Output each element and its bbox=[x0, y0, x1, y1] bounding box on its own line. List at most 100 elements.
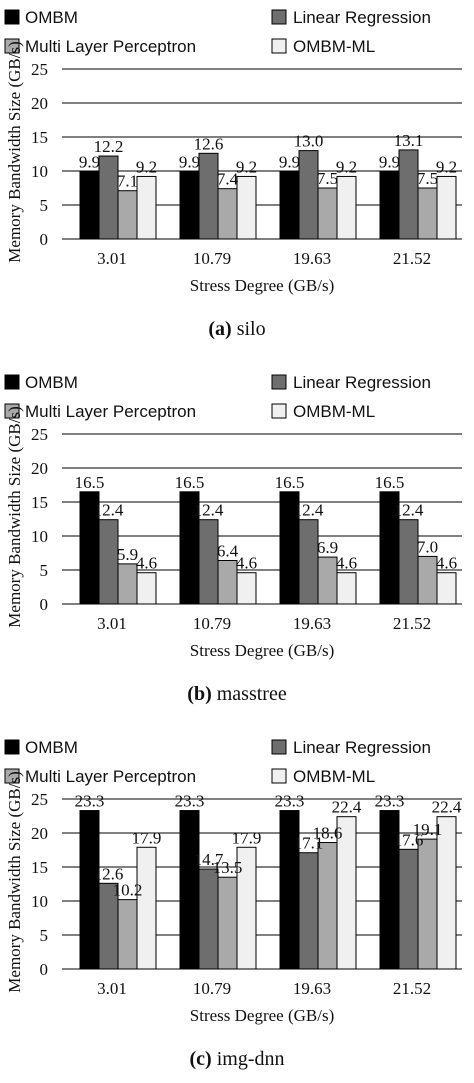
y-axis-title: Memory Bandwidth Size (GB/s) bbox=[5, 41, 24, 262]
bar-ombm-ml bbox=[136, 572, 157, 605]
bar-multi-layer-perceptron bbox=[117, 899, 138, 970]
y-tick-label: 20 bbox=[31, 459, 48, 478]
data-label: 7.1 bbox=[117, 172, 138, 191]
legend-label: OMBM bbox=[25, 738, 78, 757]
x-tick-label: 19.63 bbox=[293, 979, 331, 998]
legend-swatch bbox=[4, 9, 20, 25]
data-label: 18.6 bbox=[313, 824, 343, 843]
data-label: 9.9 bbox=[79, 153, 100, 172]
x-tick-label: 19.63 bbox=[293, 614, 331, 633]
bar-ombm-ml bbox=[436, 175, 457, 240]
caption-letter: (b) bbox=[187, 683, 211, 705]
legend-label: Linear Regression bbox=[293, 373, 431, 392]
bar-linear-regression bbox=[198, 868, 219, 970]
bar-multi-layer-perceptron bbox=[317, 842, 338, 970]
data-label: 12.4 bbox=[94, 501, 124, 520]
bar-linear-regression bbox=[198, 152, 219, 240]
bar-ombm bbox=[279, 171, 300, 240]
data-label: 9.2 bbox=[336, 157, 357, 176]
bar-ombm-ml bbox=[436, 816, 457, 970]
bar-linear-regression bbox=[198, 519, 219, 605]
chart-panel-1: OMBM Linear Regression Multi Layer Percept… bbox=[4, 8, 462, 340]
legend-label: Multi Layer Perceptron bbox=[25, 767, 196, 786]
bar-ombm bbox=[379, 171, 400, 240]
data-label: 22.4 bbox=[332, 798, 362, 817]
chart-panel-2: OMBM Linear Regression Multi Layer Percept… bbox=[4, 373, 462, 705]
bar-linear-regression bbox=[398, 848, 419, 970]
data-label: 22.4 bbox=[432, 798, 462, 817]
data-label: 9.9 bbox=[279, 153, 300, 172]
data-label: 12.4 bbox=[294, 501, 324, 520]
y-axis-title: Memory Bandwidth Size (GB/s) bbox=[5, 771, 24, 992]
legend-label: Linear Regression bbox=[293, 738, 431, 757]
data-label: 7.5 bbox=[417, 169, 438, 188]
bar-ombm-ml bbox=[236, 572, 257, 605]
x-tick-label: 21.52 bbox=[393, 249, 431, 268]
y-tick-label: 5 bbox=[40, 196, 49, 215]
legend-swatch bbox=[4, 374, 20, 390]
x-tick-label: 3.01 bbox=[97, 249, 127, 268]
bar-linear-regression bbox=[298, 519, 319, 605]
y-tick-label: 20 bbox=[31, 94, 48, 113]
data-label: 16.5 bbox=[375, 473, 405, 492]
data-label: 7.4 bbox=[217, 170, 239, 189]
x-tick-label: 19.63 bbox=[293, 249, 331, 268]
data-label: 4.6 bbox=[436, 554, 457, 573]
data-label: 16.5 bbox=[175, 473, 205, 492]
data-label: 13.5 bbox=[213, 858, 243, 877]
data-label: 23.3 bbox=[175, 792, 205, 811]
data-label: 12.4 bbox=[194, 501, 224, 520]
legend-label: OMBM-ML bbox=[293, 402, 375, 421]
y-tick-label: 10 bbox=[31, 162, 48, 181]
y-tick-label: 25 bbox=[31, 425, 48, 444]
data-labels: 9.912.27.19.2 9.912.67.49.2 9.913.07.59.2 9… bbox=[79, 131, 457, 191]
bars bbox=[79, 810, 457, 970]
bar-ombm-ml bbox=[136, 175, 157, 240]
y-tick-label: 5 bbox=[40, 926, 49, 945]
bar-linear-regression bbox=[98, 519, 119, 605]
data-label: 9.2 bbox=[236, 157, 257, 176]
bar-multi-layer-perceptron bbox=[417, 838, 438, 970]
data-label: 7.0 bbox=[417, 537, 438, 556]
legend-label: Linear Regression bbox=[293, 8, 431, 27]
x-tick-label: 3.01 bbox=[97, 614, 127, 633]
data-label: 5.9 bbox=[117, 545, 138, 564]
data-label: 9.2 bbox=[136, 157, 157, 176]
data-label: 4.6 bbox=[136, 554, 157, 573]
data-label: 13.0 bbox=[294, 132, 324, 151]
bar-multi-layer-perceptron bbox=[117, 190, 138, 240]
bar-multi-layer-perceptron bbox=[217, 188, 238, 240]
bar-multi-layer-perceptron bbox=[317, 556, 338, 605]
data-label: 23.3 bbox=[375, 792, 405, 811]
data-label: 9.9 bbox=[179, 153, 200, 172]
bar-ombm bbox=[179, 171, 200, 240]
bar-multi-layer-perceptron bbox=[217, 876, 238, 970]
data-label: 4.6 bbox=[336, 554, 357, 573]
data-label: 12.6 bbox=[194, 134, 224, 153]
x-axis-title: Stress Degree (GB/s) bbox=[190, 1006, 334, 1025]
legend: OMBM Linear Regression Multi Layer Percept… bbox=[4, 8, 431, 56]
data-label: 14.7 bbox=[194, 850, 224, 869]
data-label: 16.5 bbox=[75, 473, 105, 492]
x-tick-label: 10.79 bbox=[193, 614, 231, 633]
bar-multi-layer-perceptron bbox=[417, 555, 438, 605]
bar-multi-layer-perceptron bbox=[117, 563, 138, 605]
legend-swatch bbox=[271, 403, 287, 419]
chart-panel-3: OMBM Linear Regression Multi Layer Percept… bbox=[4, 738, 462, 1070]
data-label: 17.1 bbox=[294, 834, 324, 853]
y-tick-label: 5 bbox=[40, 561, 49, 580]
data-label: 9.2 bbox=[436, 157, 457, 176]
legend-swatch bbox=[271, 739, 287, 755]
data-label: 23.3 bbox=[75, 792, 105, 811]
y-tick-label: 20 bbox=[31, 824, 48, 843]
bar-ombm-ml bbox=[136, 846, 157, 970]
caption-name: img-dnn bbox=[212, 1048, 285, 1070]
y-tick-label: 0 bbox=[40, 230, 49, 249]
legend-swatch bbox=[4, 403, 20, 419]
data-label: 17.6 bbox=[394, 830, 424, 849]
legend: OMBM Linear Regression Multi Layer Percept… bbox=[4, 373, 431, 421]
legend-swatch bbox=[271, 374, 287, 390]
legend-swatch bbox=[4, 38, 20, 54]
caption-letter: (c) bbox=[190, 1048, 212, 1070]
